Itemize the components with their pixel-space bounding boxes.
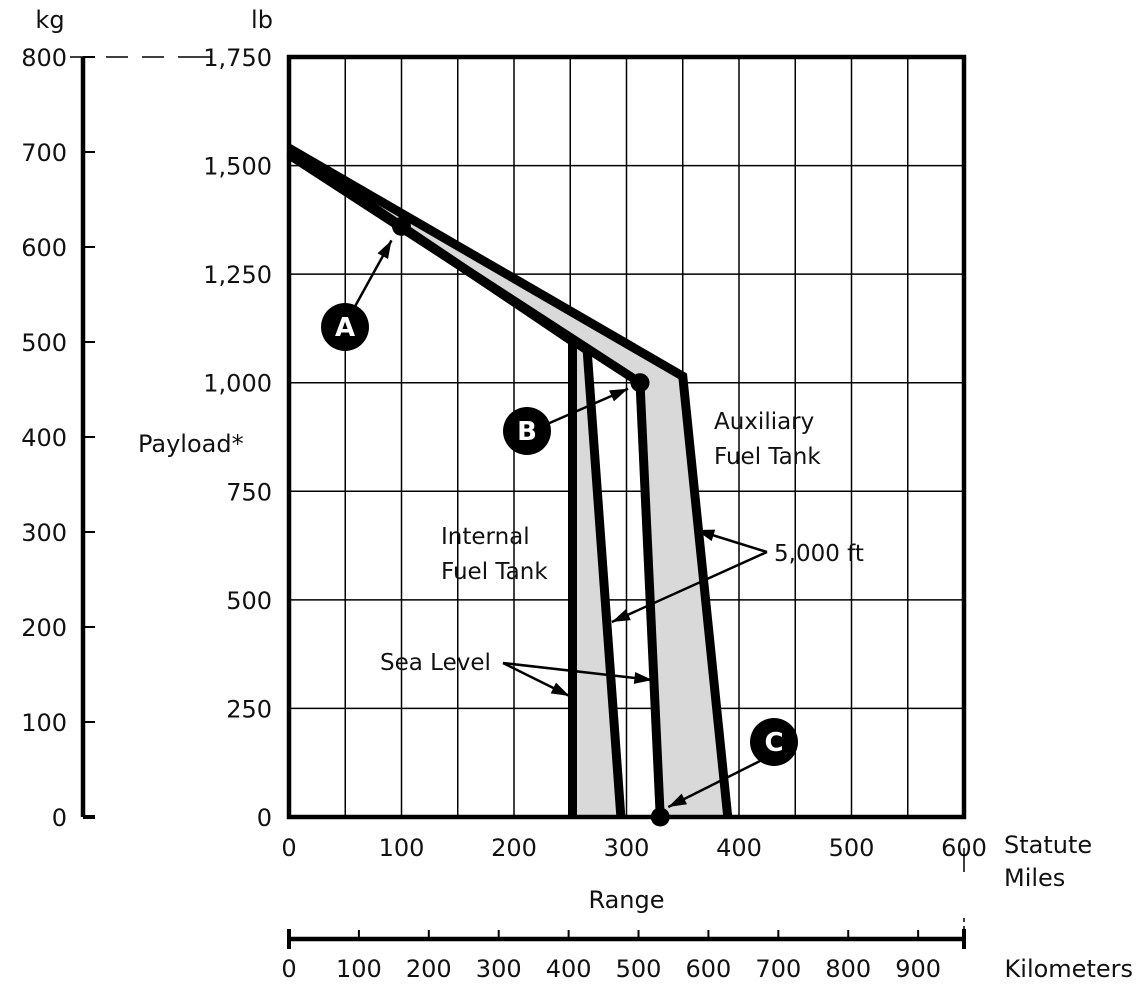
- shaded-region: [289, 150, 621, 817]
- x-unit-label: Miles: [1004, 864, 1065, 892]
- x-tick-label: 300: [604, 834, 650, 862]
- arrow-callout-a-head: [377, 240, 392, 260]
- y-tick-label: 750: [226, 478, 272, 506]
- plot-frame: [286, 54, 967, 820]
- km-tick-label: 0: [281, 955, 296, 983]
- annotation-5000ft: 5,000 ft: [774, 541, 864, 567]
- arrow-callout-b-head: [609, 388, 628, 402]
- km-tick-label: 300: [476, 955, 522, 983]
- shaded-regions: [289, 148, 728, 817]
- km-tick-label: 400: [546, 955, 592, 983]
- kg-tick-label: 500: [21, 329, 67, 357]
- x-tick-label: 0: [281, 834, 296, 862]
- x-axis-title: Range: [588, 886, 664, 914]
- kg-tick-label: 200: [21, 614, 67, 642]
- arrow-5000ft-aux-head: [696, 529, 716, 542]
- kg-tick-label: 800: [21, 44, 67, 72]
- annotation-auxiliary: Fuel Tank: [714, 444, 821, 470]
- annotation-sea-level: Sea Level: [380, 650, 491, 676]
- km-tick-label: 500: [616, 955, 662, 983]
- callout-b-label: B: [517, 417, 537, 447]
- callout-a-label: A: [335, 313, 355, 343]
- arrow-5000ft-int-head: [611, 609, 631, 622]
- km-tick-label: 700: [755, 955, 801, 983]
- shaded-region: [289, 148, 728, 817]
- x-tick-label: 100: [379, 834, 425, 862]
- x-tick-label: 200: [491, 834, 537, 862]
- arrow-sea-aux-head: [633, 672, 653, 684]
- km-tick-label: 100: [336, 955, 382, 983]
- callout-c: [750, 718, 798, 766]
- x-tick-label: 400: [716, 834, 762, 862]
- grid: [289, 57, 964, 817]
- km-tick-label: 900: [895, 955, 941, 983]
- y-tick-label: 250: [226, 695, 272, 723]
- km-tick-label: 600: [686, 955, 732, 983]
- arrow-sea-int-head: [550, 682, 570, 696]
- y-tick-label: 1,250: [203, 261, 272, 289]
- km-tick-label: 800: [825, 955, 871, 983]
- kg-tick-label: 0: [52, 804, 67, 832]
- series-line-4: [286, 144, 733, 818]
- callout-c-label: C: [764, 728, 783, 758]
- km-tick-label: 200: [406, 955, 452, 983]
- y-tick-label: 1,750: [203, 44, 272, 72]
- kg-tick-label: 700: [21, 139, 67, 167]
- callout-dot-c: [650, 807, 670, 827]
- arrow-callout-c-head: [668, 793, 688, 807]
- kg-tick-label: 600: [21, 234, 67, 262]
- km-unit-label: Kilometers: [1005, 955, 1133, 983]
- y-tick-label: 1,000: [203, 370, 272, 398]
- annotation-internal: Internal: [441, 524, 530, 550]
- axes: 0 100 200 300 400 500 600 Statute Miles Range 0 100…: [21, 6, 1133, 983]
- arrow-sea-aux: [502, 661, 653, 682]
- annotation-auxiliary: Auxiliary: [714, 409, 814, 435]
- y-tick-label: 500: [226, 587, 272, 615]
- y-unit-label: lb: [251, 6, 273, 34]
- annotation-internal: Fuel Tank: [441, 559, 548, 585]
- kg-tick-label: 100: [21, 709, 67, 737]
- callout-b: [503, 407, 551, 455]
- y-axis-title: Payload*: [138, 430, 244, 458]
- y-tick-label: 0: [257, 804, 272, 832]
- arrow-5000ft-int: [611, 550, 768, 624]
- plot-border: [286, 54, 967, 820]
- annotations: Internal Fuel Tank Auxiliary Fuel Tank 5,000…: [321, 216, 864, 827]
- y-tick-label: 1,500: [203, 153, 272, 181]
- kg-tick-label: 300: [21, 519, 67, 547]
- x-unit-label: Statute: [1004, 831, 1092, 859]
- callout-a: [321, 303, 369, 351]
- callout-dot-b: [630, 373, 650, 393]
- x-tick-label: 500: [829, 834, 875, 862]
- kg-tick-label: 400: [21, 424, 67, 452]
- callout-dot-a: [392, 216, 411, 236]
- kg-unit-label: kg: [35, 6, 64, 34]
